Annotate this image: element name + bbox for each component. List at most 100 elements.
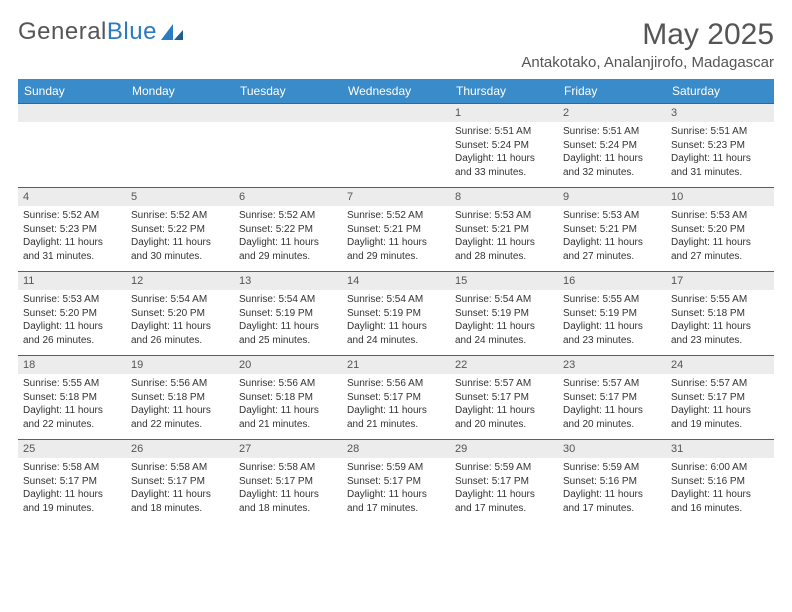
daylight-line: Daylight: 11 hours and 18 minutes. (131, 488, 229, 515)
calendar-empty-cell (126, 104, 234, 188)
day-number: 25 (18, 440, 126, 458)
sunset-line: Sunset: 5:18 PM (131, 391, 229, 405)
sunset-line: Sunset: 5:17 PM (23, 475, 121, 489)
day-details: Sunrise: 5:58 AMSunset: 5:17 PMDaylight:… (234, 458, 342, 523)
calendar-week-row: 11Sunrise: 5:53 AMSunset: 5:20 PMDayligh… (18, 272, 774, 356)
calendar-day-cell: 8Sunrise: 5:53 AMSunset: 5:21 PMDaylight… (450, 188, 558, 272)
title-block: May 2025 Antakotako, Analanjirofo, Madag… (521, 18, 774, 71)
daylight-line: Daylight: 11 hours and 20 minutes. (563, 404, 661, 431)
sunrise-line: Sunrise: 5:55 AM (23, 377, 121, 391)
sunset-line: Sunset: 5:19 PM (455, 307, 553, 321)
day-details: Sunrise: 5:51 AMSunset: 5:24 PMDaylight:… (558, 122, 666, 187)
daylight-line: Daylight: 11 hours and 18 minutes. (239, 488, 337, 515)
sunrise-line: Sunrise: 5:53 AM (671, 209, 769, 223)
calendar-day-cell: 26Sunrise: 5:58 AMSunset: 5:17 PMDayligh… (126, 440, 234, 524)
calendar-day-cell: 30Sunrise: 5:59 AMSunset: 5:16 PMDayligh… (558, 440, 666, 524)
day-details: Sunrise: 5:51 AMSunset: 5:23 PMDaylight:… (666, 122, 774, 187)
daylight-line: Daylight: 11 hours and 28 minutes. (455, 236, 553, 263)
brand-sail-icon (159, 22, 185, 42)
calendar-day-cell: 27Sunrise: 5:58 AMSunset: 5:17 PMDayligh… (234, 440, 342, 524)
sunrise-line: Sunrise: 5:56 AM (131, 377, 229, 391)
sunset-line: Sunset: 5:17 PM (131, 475, 229, 489)
day-details: Sunrise: 5:52 AMSunset: 5:21 PMDaylight:… (342, 206, 450, 271)
daylight-line: Daylight: 11 hours and 33 minutes. (455, 152, 553, 179)
calendar-week-row: 18Sunrise: 5:55 AMSunset: 5:18 PMDayligh… (18, 356, 774, 440)
day-details: Sunrise: 5:53 AMSunset: 5:20 PMDaylight:… (18, 290, 126, 355)
day-details (18, 122, 126, 180)
day-number: 30 (558, 440, 666, 458)
day-number (234, 104, 342, 122)
calendar-day-cell: 28Sunrise: 5:59 AMSunset: 5:17 PMDayligh… (342, 440, 450, 524)
calendar-day-cell: 4Sunrise: 5:52 AMSunset: 5:23 PMDaylight… (18, 188, 126, 272)
calendar-day-cell: 22Sunrise: 5:57 AMSunset: 5:17 PMDayligh… (450, 356, 558, 440)
day-details: Sunrise: 5:52 AMSunset: 5:22 PMDaylight:… (126, 206, 234, 271)
sunrise-line: Sunrise: 5:56 AM (347, 377, 445, 391)
daylight-line: Daylight: 11 hours and 25 minutes. (239, 320, 337, 347)
calendar-day-cell: 23Sunrise: 5:57 AMSunset: 5:17 PMDayligh… (558, 356, 666, 440)
weekday-header: Monday (126, 79, 234, 104)
sunrise-line: Sunrise: 5:51 AM (563, 125, 661, 139)
sunset-line: Sunset: 5:17 PM (347, 475, 445, 489)
daylight-line: Daylight: 11 hours and 31 minutes. (23, 236, 121, 263)
daylight-line: Daylight: 11 hours and 24 minutes. (347, 320, 445, 347)
sunrise-line: Sunrise: 5:54 AM (239, 293, 337, 307)
day-details: Sunrise: 5:59 AMSunset: 5:17 PMDaylight:… (450, 458, 558, 523)
sunset-line: Sunset: 5:17 PM (239, 475, 337, 489)
weekday-header: Tuesday (234, 79, 342, 104)
sunset-line: Sunset: 5:17 PM (563, 391, 661, 405)
calendar-day-cell: 25Sunrise: 5:58 AMSunset: 5:17 PMDayligh… (18, 440, 126, 524)
daylight-line: Daylight: 11 hours and 29 minutes. (239, 236, 337, 263)
calendar-day-cell: 14Sunrise: 5:54 AMSunset: 5:19 PMDayligh… (342, 272, 450, 356)
daylight-line: Daylight: 11 hours and 31 minutes. (671, 152, 769, 179)
sunset-line: Sunset: 5:17 PM (455, 475, 553, 489)
day-details: Sunrise: 5:53 AMSunset: 5:21 PMDaylight:… (450, 206, 558, 271)
day-number: 12 (126, 272, 234, 290)
brand-word-b: Blue (107, 18, 157, 45)
sunrise-line: Sunrise: 5:56 AM (239, 377, 337, 391)
calendar-day-cell: 20Sunrise: 5:56 AMSunset: 5:18 PMDayligh… (234, 356, 342, 440)
day-number: 13 (234, 272, 342, 290)
sunrise-line: Sunrise: 5:53 AM (23, 293, 121, 307)
day-details: Sunrise: 5:59 AMSunset: 5:17 PMDaylight:… (342, 458, 450, 523)
sunset-line: Sunset: 5:20 PM (23, 307, 121, 321)
day-number: 22 (450, 356, 558, 374)
calendar-day-cell: 17Sunrise: 5:55 AMSunset: 5:18 PMDayligh… (666, 272, 774, 356)
calendar-day-cell: 6Sunrise: 5:52 AMSunset: 5:22 PMDaylight… (234, 188, 342, 272)
day-number: 1 (450, 104, 558, 122)
daylight-line: Daylight: 11 hours and 16 minutes. (671, 488, 769, 515)
daylight-line: Daylight: 11 hours and 21 minutes. (239, 404, 337, 431)
sunset-line: Sunset: 5:19 PM (239, 307, 337, 321)
sunset-line: Sunset: 5:22 PM (239, 223, 337, 237)
calendar-day-cell: 12Sunrise: 5:54 AMSunset: 5:20 PMDayligh… (126, 272, 234, 356)
calendar-day-cell: 3Sunrise: 5:51 AMSunset: 5:23 PMDaylight… (666, 104, 774, 188)
location-text: Antakotako, Analanjirofo, Madagascar (521, 54, 774, 71)
day-details: Sunrise: 5:57 AMSunset: 5:17 PMDaylight:… (450, 374, 558, 439)
day-details: Sunrise: 5:58 AMSunset: 5:17 PMDaylight:… (126, 458, 234, 523)
day-details (342, 122, 450, 180)
calendar-body: 1Sunrise: 5:51 AMSunset: 5:24 PMDaylight… (18, 104, 774, 524)
day-number: 26 (126, 440, 234, 458)
day-details: Sunrise: 5:54 AMSunset: 5:19 PMDaylight:… (450, 290, 558, 355)
calendar-day-cell: 9Sunrise: 5:53 AMSunset: 5:21 PMDaylight… (558, 188, 666, 272)
weekday-header: Saturday (666, 79, 774, 104)
sunrise-line: Sunrise: 5:59 AM (563, 461, 661, 475)
day-number: 6 (234, 188, 342, 206)
daylight-line: Daylight: 11 hours and 19 minutes. (23, 488, 121, 515)
day-details: Sunrise: 5:53 AMSunset: 5:21 PMDaylight:… (558, 206, 666, 271)
day-number: 28 (342, 440, 450, 458)
sunrise-line: Sunrise: 5:54 AM (131, 293, 229, 307)
calendar-week-row: 25Sunrise: 5:58 AMSunset: 5:17 PMDayligh… (18, 440, 774, 524)
sunset-line: Sunset: 5:22 PM (131, 223, 229, 237)
day-number: 29 (450, 440, 558, 458)
day-number: 11 (18, 272, 126, 290)
day-details: Sunrise: 5:57 AMSunset: 5:17 PMDaylight:… (666, 374, 774, 439)
sunrise-line: Sunrise: 5:54 AM (455, 293, 553, 307)
sunrise-line: Sunrise: 5:54 AM (347, 293, 445, 307)
calendar-empty-cell (342, 104, 450, 188)
day-details (234, 122, 342, 180)
day-number: 21 (342, 356, 450, 374)
day-number: 16 (558, 272, 666, 290)
daylight-line: Daylight: 11 hours and 19 minutes. (671, 404, 769, 431)
daylight-line: Daylight: 11 hours and 26 minutes. (23, 320, 121, 347)
day-number: 4 (18, 188, 126, 206)
